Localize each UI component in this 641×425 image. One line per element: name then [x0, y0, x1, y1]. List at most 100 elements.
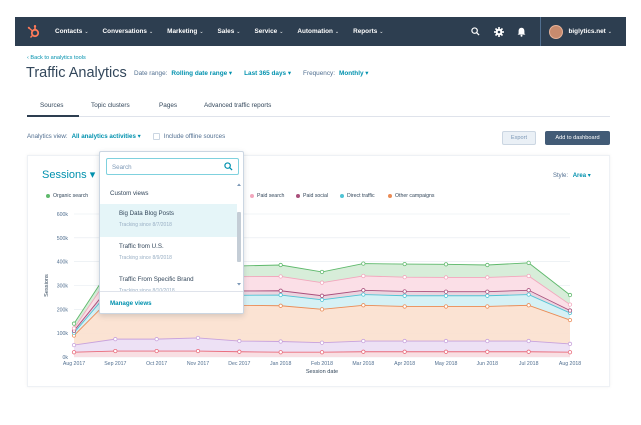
back-to-analytics-link[interactable]: ‹ Back to analytics tools [27, 55, 86, 61]
data-point [443, 349, 449, 354]
nav-service[interactable]: Service ⌄ [254, 28, 283, 35]
include-offline-label[interactable]: Include offline sources [163, 133, 226, 140]
data-point [526, 260, 531, 265]
nav-sales[interactable]: Sales ⌄ [218, 28, 241, 35]
view-item-name: Traffic From Specific Brand [119, 276, 194, 283]
frequency-dropdown[interactable]: Monthly ▾ [339, 70, 369, 77]
chevron-down-icon: ⌄ [148, 29, 154, 35]
legend-item-other-campaigns[interactable]: Other campaigns [388, 193, 435, 199]
x-tick-label: Jun 2018 [477, 361, 498, 367]
x-axis-title: Session date [306, 369, 338, 375]
data-point [361, 338, 366, 344]
period-dropdown[interactable]: Last 365 days ▾ [244, 70, 292, 77]
avatar[interactable] [548, 24, 563, 39]
data-point [443, 262, 449, 267]
data-point [319, 269, 325, 275]
legend-label: Organic search [53, 193, 89, 199]
chevron-down-icon: ⌄ [334, 29, 340, 35]
dropdown-scroll-thumb[interactable] [237, 212, 241, 262]
y-tick-label: 0k [63, 355, 69, 361]
nav-reports[interactable]: Reports ⌄ [353, 28, 383, 35]
x-tick-label: Dec 2017 [228, 361, 250, 367]
data-point [278, 350, 283, 355]
chevron-down-icon: ⌄ [607, 29, 612, 35]
data-point [485, 338, 490, 344]
chevron-down-icon: ⌄ [199, 29, 204, 35]
view-item-tracking: Tracking since 8/7/2018 [119, 222, 172, 228]
view-search-input[interactable] [112, 162, 222, 172]
view-item-big-data-blog-posts[interactable]: Big Data Blog Posts Tracking since 8/7/2… [100, 204, 237, 237]
dropdown-footer: Manage views [100, 291, 243, 313]
include-offline-checkbox[interactable] [152, 133, 160, 140]
data-point [71, 342, 77, 348]
bell-icon[interactable] [517, 27, 527, 37]
data-point [485, 275, 490, 280]
custom-views-list: Big Data Blog Posts Tracking since 8/7/2… [100, 204, 237, 303]
data-point [319, 293, 325, 298]
data-point [567, 317, 573, 323]
data-point [278, 288, 283, 293]
tab-topic-clusters[interactable]: Topic clusters [91, 102, 130, 109]
dropdown-scrollbar[interactable] [236, 182, 242, 287]
data-point [526, 273, 531, 279]
nav-contacts[interactable]: Contacts ⌄ [55, 28, 89, 35]
data-point [278, 339, 283, 344]
data-point [567, 302, 573, 307]
add-to-dashboard-button[interactable]: Add to dashboard [545, 131, 610, 145]
frequency-label: Frequency: [303, 69, 336, 77]
x-tick-label: Aug 2017 [63, 361, 85, 367]
manage-views-link[interactable]: Manage views [110, 300, 152, 307]
tab-sources[interactable]: Sources [40, 102, 64, 109]
data-point [526, 349, 531, 354]
data-point [278, 274, 283, 279]
data-point [567, 341, 573, 346]
data-point [526, 303, 531, 308]
chart-style-dropdown[interactable]: Area ▾ [572, 173, 591, 179]
view-item-name: Big Data Blog Posts [119, 210, 175, 217]
search-icon[interactable] [471, 27, 481, 37]
legend-item-paid-search[interactable]: Paid search [250, 193, 284, 199]
nav-conversations[interactable]: Conversations ⌄ [103, 28, 154, 35]
x-tick-label: Nov 2017 [187, 361, 209, 367]
analytics-view-dropdown[interactable]: All analytics activities ▾ [71, 133, 141, 140]
data-point [319, 350, 325, 355]
chevron-down-icon: ⌄ [379, 29, 384, 35]
x-tick-label: Sep 2017 [104, 361, 126, 367]
data-point [319, 280, 325, 285]
x-tick-label: Oct 2017 [146, 361, 167, 367]
view-item-traffic-from-us[interactable]: Traffic from U.S. Tracking since 8/9/201… [100, 237, 237, 270]
top-right-controls: biglytics.net ⌄ [471, 17, 627, 46]
nav-marketing[interactable]: Marketing ⌄ [167, 28, 203, 35]
date-range-dropdown[interactable]: Rolling date range ▾ [171, 70, 233, 77]
nav-divider [539, 17, 541, 46]
hubspot-logo[interactable] [26, 24, 42, 40]
nav-reports-label: Reports [353, 28, 378, 35]
legend-item-direct-traffic[interactable]: Direct traffic [340, 193, 375, 199]
legend-dot [340, 194, 344, 198]
tab-advanced-traffic-reports[interactable]: Advanced traffic reports [204, 102, 272, 109]
data-point [113, 348, 118, 354]
search-icon[interactable] [224, 162, 233, 171]
data-point [443, 293, 449, 298]
data-point [278, 292, 283, 298]
data-point [485, 293, 490, 298]
data-point [154, 337, 159, 342]
nav-automation-label: Automation [297, 28, 333, 35]
nav-automation[interactable]: Automation ⌄ [297, 28, 339, 35]
data-point [195, 335, 201, 341]
tab-pages[interactable]: Pages [159, 102, 178, 109]
x-tick-label: Mar 2018 [352, 361, 374, 367]
data-point [361, 303, 366, 308]
gear-icon[interactable] [493, 26, 504, 37]
report-filters: Date range: Rolling date range ▾ Last 36… [134, 69, 381, 78]
sessions-metric-dropdown[interactable]: Sessions ▾ [42, 169, 96, 181]
legend-item-paid-social[interactable]: Paid social [296, 193, 328, 199]
legend-item-organic-search[interactable]: Organic search [46, 193, 88, 199]
export-button[interactable]: Export [502, 131, 536, 145]
data-point [567, 350, 573, 355]
data-point [71, 326, 77, 331]
account-menu[interactable]: biglytics.net ⌄ [569, 28, 613, 35]
data-point [278, 303, 283, 308]
data-point [402, 275, 407, 280]
chevron-down-icon: ⌄ [236, 29, 241, 35]
